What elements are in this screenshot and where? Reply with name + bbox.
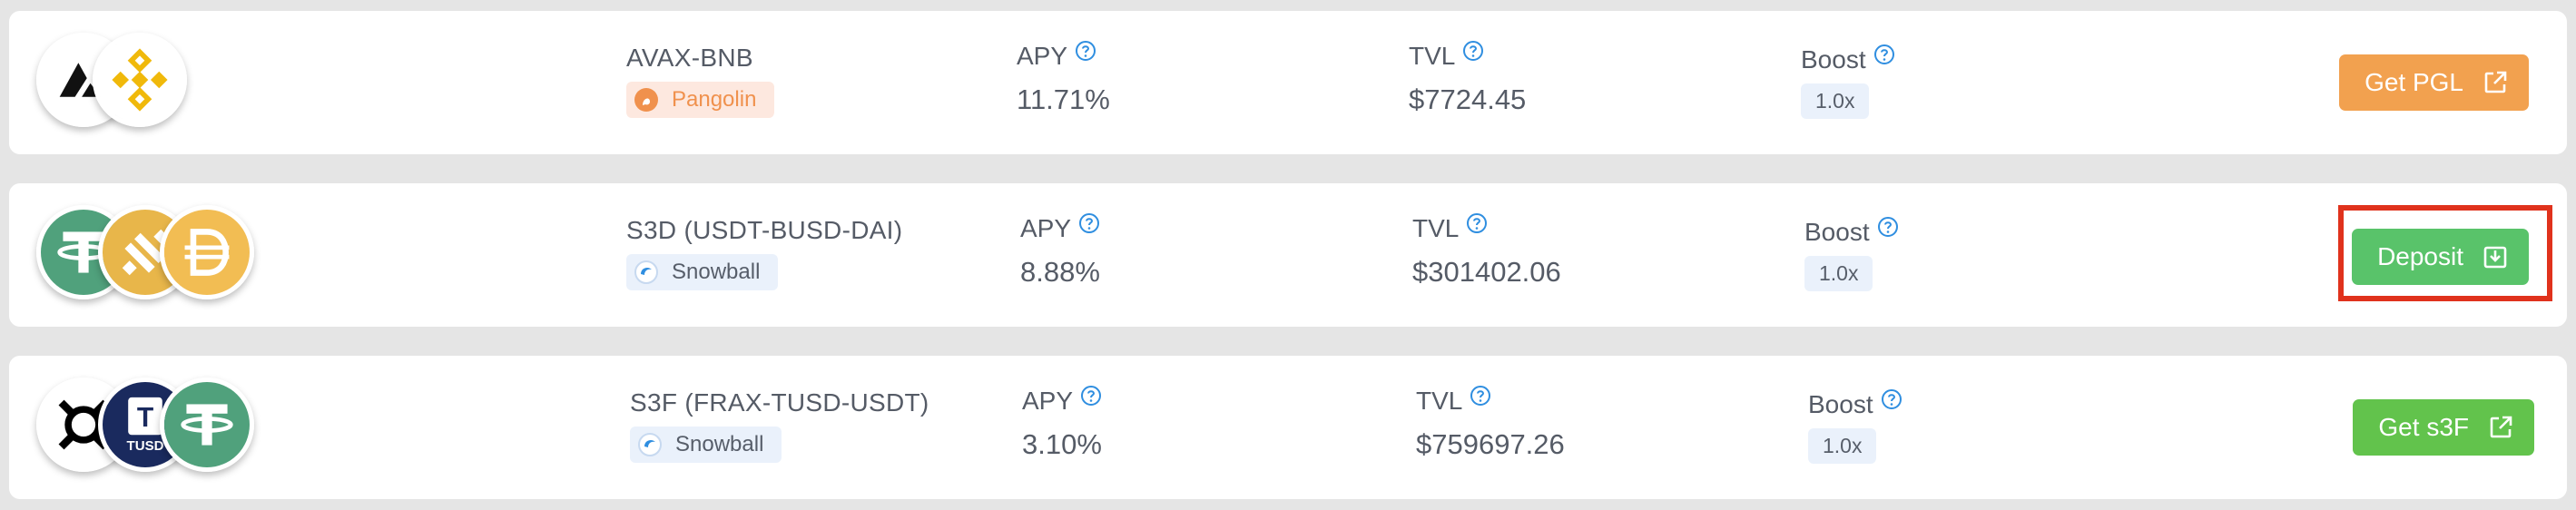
pool-name: AVAX-BNB	[626, 44, 753, 72]
apy-label: APY	[1017, 42, 1068, 70]
apy-value: 3.10%	[1022, 428, 1102, 460]
bnb-icon	[93, 33, 187, 127]
pool-row-s3d: S3D (USDT-BUSD-DAI) Snowball APY 8.88% T…	[9, 183, 2567, 327]
boost-label: Boost	[1808, 390, 1873, 418]
boost-value: 1.0x	[1801, 83, 1870, 119]
boost-stat: Boost 1.0x	[1804, 216, 1899, 291]
apy-label: APY	[1022, 387, 1074, 415]
snowball-icon	[634, 260, 659, 285]
button-label: Get PGL	[2365, 68, 2463, 96]
boost-stat: Boost 1.0x	[1808, 388, 1903, 464]
deposit-button[interactable]: Deposit	[2352, 229, 2529, 285]
source-badge: Pangolin	[626, 82, 775, 118]
pool-info: AVAX-BNB Pangolin	[626, 44, 775, 118]
source-label: Snowball	[675, 432, 764, 456]
boost-stat: Boost 1.0x	[1801, 44, 1895, 119]
boost-value: 1.0x	[1804, 256, 1873, 291]
help-icon[interactable]	[1877, 216, 1899, 238]
tvl-stat: TVL $301402.06	[1412, 212, 1561, 289]
apy-stat: APY 8.88%	[1020, 212, 1100, 289]
tvl-stat: TVL $7724.45	[1409, 40, 1527, 116]
dai-icon	[160, 205, 254, 299]
apy-stat: APY 11.71%	[1017, 40, 1110, 116]
pangolin-icon	[634, 87, 659, 113]
button-label: Deposit	[2377, 242, 2463, 270]
help-icon[interactable]	[1881, 388, 1903, 410]
tvl-label: TVL	[1409, 42, 1456, 70]
apy-value: 11.71%	[1017, 83, 1110, 115]
help-icon[interactable]	[1466, 212, 1488, 234]
external-link-icon	[2487, 414, 2514, 441]
snowball-icon	[637, 432, 663, 457]
token-icons	[36, 33, 272, 134]
download-icon	[2482, 243, 2509, 270]
source-badge: Snowball	[630, 427, 782, 463]
tvl-value: $759697.26	[1416, 428, 1565, 460]
help-icon[interactable]	[1075, 40, 1096, 62]
help-icon[interactable]	[1873, 44, 1895, 65]
tvl-label: TVL	[1416, 387, 1463, 415]
pool-name: S3F (FRAX-TUSD-USDT)	[630, 388, 929, 417]
pool-info: S3F (FRAX-TUSD-USDT) Snowball	[630, 388, 929, 463]
pool-info: S3D (USDT-BUSD-DAI) Snowball	[626, 216, 902, 290]
boost-label: Boost	[1801, 45, 1866, 74]
button-label: Get s3F	[2378, 413, 2469, 441]
tvl-stat: TVL $759697.26	[1416, 385, 1565, 461]
pool-row-avax-bnb: AVAX-BNB Pangolin APY 11.71% TVL $7724.4…	[9, 11, 2567, 154]
source-badge: Snowball	[626, 254, 779, 290]
pool-name: S3D (USDT-BUSD-DAI)	[626, 216, 903, 244]
tvl-value: $301402.06	[1412, 256, 1561, 288]
tusd-text: TUSD	[127, 438, 164, 454]
external-link-icon	[2482, 69, 2509, 96]
apy-value: 8.88%	[1020, 256, 1100, 288]
usdt-icon	[160, 378, 254, 472]
get-pgl-button[interactable]: Get PGL	[2339, 54, 2529, 111]
get-s3f-button[interactable]: Get s3F	[2353, 399, 2534, 456]
apy-label: APY	[1020, 214, 1072, 242]
help-icon[interactable]	[1080, 385, 1102, 407]
token-icons	[36, 205, 272, 307]
tusd-letter: T	[137, 403, 154, 433]
help-icon[interactable]	[1470, 385, 1491, 407]
tvl-label: TVL	[1412, 214, 1460, 242]
pool-row-s3f: T TUSD S3F (FRAX-TUSD-USDT) Snowball	[9, 356, 2567, 499]
source-label: Snowball	[672, 260, 761, 284]
boost-value: 1.0x	[1808, 428, 1877, 464]
tvl-value: $7724.45	[1409, 83, 1527, 115]
source-label: Pangolin	[672, 87, 757, 112]
help-icon[interactable]	[1462, 40, 1484, 62]
help-icon[interactable]	[1078, 212, 1100, 234]
boost-label: Boost	[1804, 218, 1870, 246]
apy-stat: APY 3.10%	[1022, 385, 1102, 461]
token-icons: T TUSD	[36, 378, 272, 479]
